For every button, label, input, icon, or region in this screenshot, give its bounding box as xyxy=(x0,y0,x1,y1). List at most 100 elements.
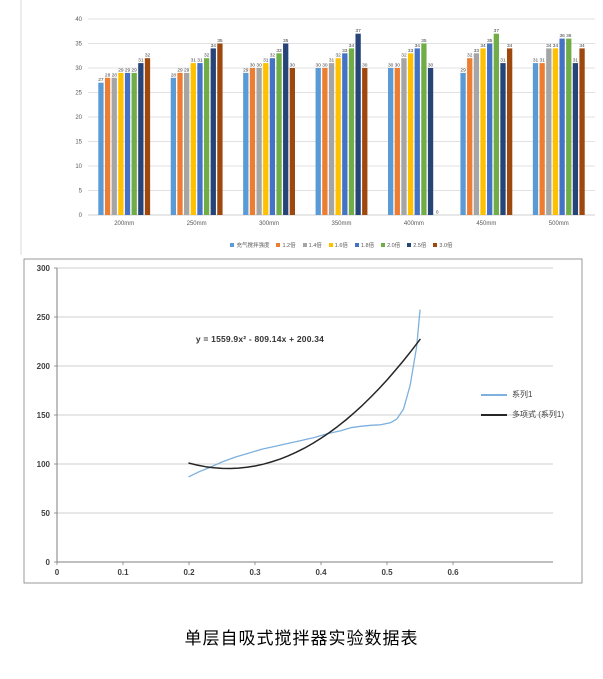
bar-value-label: 34 xyxy=(579,43,585,49)
legend-marker-icon xyxy=(276,243,281,247)
bar xyxy=(401,58,407,216)
bar xyxy=(407,53,414,215)
bar xyxy=(144,58,151,216)
bar-value-label: 32 xyxy=(336,53,342,59)
bar-value-label: 30 xyxy=(290,63,296,69)
x-tick-label: 0 xyxy=(55,568,60,577)
bar xyxy=(190,63,196,215)
bar-value-label: 36 xyxy=(559,33,565,39)
bar xyxy=(322,68,328,215)
bar-value-label: 31 xyxy=(500,58,506,64)
bar xyxy=(532,63,539,215)
bar xyxy=(289,68,295,215)
legend-line-icon xyxy=(481,413,507,416)
legend-item: 1.8倍 xyxy=(354,241,374,249)
bar xyxy=(414,48,420,216)
bar xyxy=(210,48,216,216)
bar xyxy=(566,38,572,215)
bar-value-label: 34 xyxy=(480,43,486,49)
bar-value-label: 35 xyxy=(217,38,223,44)
bar-value-label: 36 xyxy=(566,33,572,39)
bar-value-label: 33 xyxy=(276,48,282,54)
legend-marker-icon xyxy=(381,243,386,247)
bar-value-label: 30 xyxy=(388,63,394,69)
bar xyxy=(487,43,493,215)
bar-value-label: 28 xyxy=(105,72,111,78)
bar-chart-legend: 充气搅拌强度 1.2倍 1.4倍 1.6倍 1.8倍 2.0倍 2.5倍 3.0倍 xyxy=(88,241,595,249)
x-tick-label: 0.2 xyxy=(183,568,195,577)
bar xyxy=(421,43,427,215)
y-tick-label: 0 xyxy=(79,213,83,219)
x-category-label: 500mm xyxy=(549,221,569,227)
bar-value-label: 31 xyxy=(539,58,545,64)
legend-item: 1.2倍 xyxy=(276,241,296,249)
bar-value-label: 34 xyxy=(415,43,421,49)
bar xyxy=(559,38,565,215)
bar-value-label: 29 xyxy=(132,67,138,73)
y-tick-label: 10 xyxy=(75,164,82,170)
bar-value-label: 30 xyxy=(362,63,368,69)
legend-marker-icon xyxy=(328,243,333,247)
bar xyxy=(263,63,269,215)
bar xyxy=(124,72,131,216)
bar-value-label: 30 xyxy=(256,63,262,69)
bar xyxy=(473,53,480,215)
bar xyxy=(539,63,545,215)
trendline xyxy=(188,338,421,470)
legend-label: 3.0倍 xyxy=(439,243,453,249)
bar xyxy=(348,48,355,216)
bar-value-label: 31 xyxy=(191,58,197,64)
bar-value-label: 34 xyxy=(349,43,355,49)
bar xyxy=(315,68,321,215)
legend-item: 系列1 xyxy=(481,389,564,400)
bar-value-label: 32 xyxy=(467,53,473,59)
bar-value-label: 30 xyxy=(322,63,328,69)
bar-value-label: 32 xyxy=(270,53,276,59)
bar xyxy=(184,72,190,216)
bar xyxy=(217,43,223,215)
bar xyxy=(388,68,394,215)
bar-value-label: 28 xyxy=(171,72,177,78)
bar xyxy=(170,77,177,215)
bar xyxy=(283,43,289,215)
bar-value-label: 0 xyxy=(436,210,439,216)
bar-value-label: 29 xyxy=(460,67,466,73)
bar xyxy=(249,68,256,215)
bar-value-label: 32 xyxy=(401,53,407,59)
legend-label: 2.5倍 xyxy=(413,243,427,249)
bar-value-label: 33 xyxy=(474,48,480,54)
bar xyxy=(328,63,335,215)
bar xyxy=(131,72,137,216)
x-tick-label: 0.5 xyxy=(381,568,393,577)
bar xyxy=(427,68,434,215)
legend-label: 1.2倍 xyxy=(282,243,296,249)
y-tick-label: 250 xyxy=(37,313,51,322)
bar-value-label: 31 xyxy=(138,58,144,64)
bar-value-label: 31 xyxy=(573,58,579,64)
x-category-label: 400mm xyxy=(404,221,424,227)
legend-marker-icon xyxy=(230,243,235,247)
x-category-label: 200mm xyxy=(114,221,134,227)
x-tick-label: 0.6 xyxy=(447,568,459,577)
bar xyxy=(500,63,506,215)
bar xyxy=(177,72,183,216)
y-tick-label: 200 xyxy=(37,362,51,371)
legend-marker-icon xyxy=(354,243,359,247)
bar-value-label: 34 xyxy=(211,43,217,49)
bar-value-label: 29 xyxy=(118,67,124,73)
legend-line-icon xyxy=(481,393,507,396)
x-category-label: 300mm xyxy=(259,221,279,227)
bar-value-label: 34 xyxy=(507,43,513,49)
y-tick-label: 20 xyxy=(75,115,82,121)
bar-value-label: 32 xyxy=(204,53,210,59)
line-chart-legend: 系列1 多项式 (系列1) xyxy=(481,389,564,420)
legend-label: 1.6倍 xyxy=(334,243,348,249)
bar xyxy=(98,82,104,215)
bar-value-label: 35 xyxy=(487,38,493,44)
bar xyxy=(493,33,499,216)
bar xyxy=(276,53,282,215)
line-chart-canvas: 0 50 100 150 200 250 300 0 0.1 0.2 0.3 0.4 0.5 0.6 xyxy=(23,258,583,584)
trendline-equation: y = 1559.9x² - 809.14x + 200.34 xyxy=(195,334,325,344)
bar-value-label: 29 xyxy=(177,67,183,73)
bar xyxy=(480,48,486,216)
